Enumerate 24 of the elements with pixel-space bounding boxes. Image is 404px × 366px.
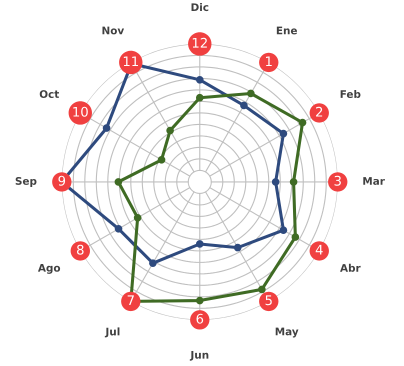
spoke-label: May (276, 328, 298, 338)
text: 8 (76, 244, 84, 255)
spoke-label: Mar (363, 177, 385, 185)
text: 11 (124, 56, 138, 66)
spoke-label: Jun (190, 351, 208, 361)
text: 3 (334, 176, 341, 186)
spoke-label: Nov (102, 26, 124, 34)
spoke-label: Ago (38, 264, 60, 274)
text: 5 (266, 295, 272, 306)
text: 2 (316, 106, 322, 117)
text: 12 (192, 38, 207, 48)
spoke-label: Sep (16, 177, 36, 187)
spoke-label: Feb (340, 90, 360, 98)
text: 1 (266, 56, 272, 66)
spoke-label: Jul (104, 327, 120, 338)
spoke-label: Oct (40, 90, 59, 98)
spoke-label: Dic (192, 3, 208, 12)
text: 6 (196, 314, 204, 324)
text: 4 (316, 244, 323, 255)
text: 7 (128, 295, 134, 306)
spoke-label: Abr (340, 264, 361, 272)
text: 9 (58, 176, 66, 186)
spoke-label: Ene (276, 26, 297, 34)
text: 10 (73, 106, 88, 117)
